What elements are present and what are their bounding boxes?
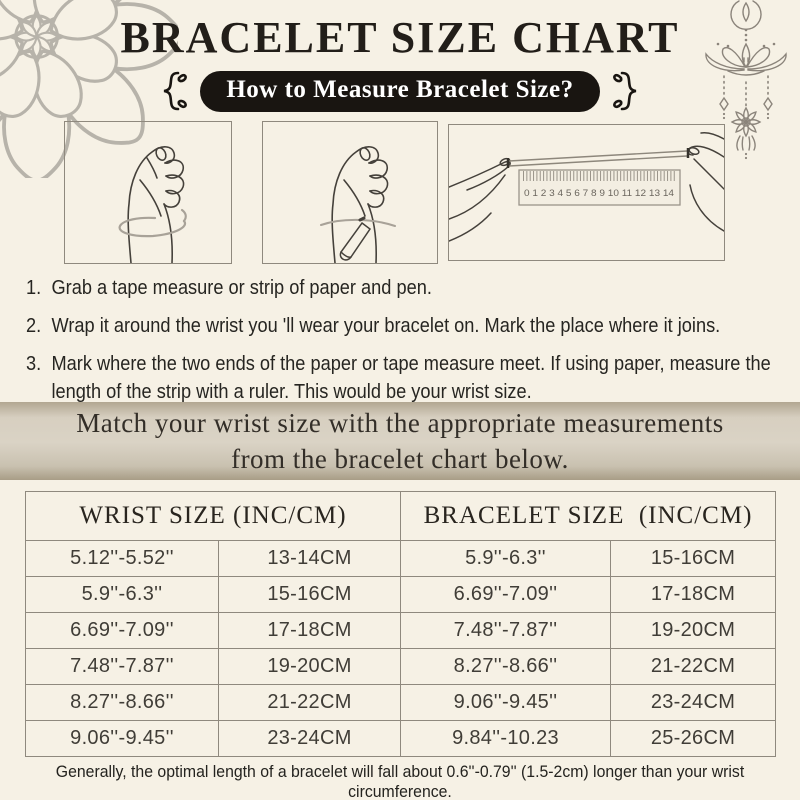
step-text: Grab a tape measure or strip of paper an… <box>51 277 432 299</box>
page-title: BRACELET SIZE CHART <box>120 13 680 62</box>
table-row: 5.12''-5.52'' 13-14CM 5.9''-6.3'' 15-16C… <box>25 540 777 577</box>
lotus-hanging-ornament-icon <box>705 0 787 160</box>
table-cell: 15-16CM <box>218 576 401 613</box>
table-cell: 5.9''-6.3'' <box>25 576 219 613</box>
how-to-measure-badge: How to Measure Bracelet Size? <box>200 70 600 112</box>
step-text: Wrap it around the wrist you 'll wear yo… <box>51 315 721 337</box>
banner-line-1: Match your wrist size with the appropria… <box>76 408 724 438</box>
table-cell: 9.84''-10.23 <box>400 720 611 757</box>
table-row: 8.27''-8.66'' 21-22CM 9.06''-9.45'' 23-2… <box>25 684 777 721</box>
hand-pen-mark-image <box>320 146 396 264</box>
table-cell: 9.06''-9.45'' <box>25 720 219 757</box>
instruction-step-3: 3. Mark where the two ends of the paper … <box>26 350 774 406</box>
bracelet-size-header: BRACELET SIZE (INC/CM) <box>399 491 777 541</box>
step-number: 2. <box>26 315 42 337</box>
table-row: 5.9''-6.3'' 15-16CM 6.69''-7.09'' 17-18C… <box>25 576 777 613</box>
step-number: 1. <box>26 277 42 299</box>
table-cell: 23-24CM <box>609 684 777 721</box>
table-cell: 17-18CM <box>609 576 777 613</box>
table-cell: 21-22CM <box>218 684 401 721</box>
table-cell: 25-26CM <box>609 720 777 757</box>
table-cell: 19-20CM <box>609 612 777 649</box>
table-header-row: WRIST SIZE (INC/CM) BRACELET SIZE (INC/C… <box>25 491 777 541</box>
curly-flourish-right-icon <box>612 71 636 111</box>
illustration-ruler-measure: 0 1 2 3 4 5 6 7 8 9 10 11 12 13 14 <box>448 124 725 261</box>
instruction-step-2: 2. Wrap it around the wrist you 'll wear… <box>26 312 774 340</box>
table-cell: 6.69''-7.09'' <box>25 612 219 649</box>
table-cell: 15-16CM <box>609 540 777 577</box>
hand-tape-measure-image <box>118 146 187 264</box>
table-cell: 9.06''-9.45'' <box>400 684 611 721</box>
match-size-banner: Match your wrist size with the appropria… <box>0 402 800 480</box>
mandala-corner-icon <box>0 0 178 178</box>
illustration-mark-pen <box>262 121 438 264</box>
table-cell: 17-18CM <box>218 612 401 649</box>
banner-line-2: from the bracelet chart below. <box>231 444 569 474</box>
footnote: Generally, the optimal length of a brace… <box>55 762 745 800</box>
curly-flourish-left-icon <box>164 71 188 111</box>
instruction-step-1: 1. Grab a tape measure or strip of paper… <box>26 274 774 302</box>
table-cell: 7.48''-7.87'' <box>25 648 219 685</box>
instructions-list: 1. Grab a tape measure or strip of paper… <box>26 274 774 416</box>
table-cell: 13-14CM <box>218 540 401 577</box>
table-cell: 21-22CM <box>609 648 777 685</box>
ruler-numbers: 0 1 2 3 4 5 6 7 8 9 10 11 12 13 14 <box>524 188 674 199</box>
size-table: WRIST SIZE (INC/CM) BRACELET SIZE (INC/C… <box>25 491 777 757</box>
table-row: 9.06''-9.45'' 23-24CM 9.84''-10.23 25-26… <box>25 720 777 757</box>
table-row: 7.48''-7.87'' 19-20CM 8.27''-8.66'' 21-2… <box>25 648 777 685</box>
table-cell: 23-24CM <box>218 720 401 757</box>
table-cell: 5.12''-5.52'' <box>25 540 219 577</box>
table-cell: 5.9''-6.3'' <box>400 540 611 577</box>
table-cell: 7.48''-7.87'' <box>400 612 611 649</box>
step-number: 3. <box>26 353 42 375</box>
table-cell: 19-20CM <box>218 648 401 685</box>
badge-row: How to Measure Bracelet Size? <box>0 68 800 114</box>
table-cell: 8.27''-8.66'' <box>25 684 219 721</box>
table-cell: 8.27''-8.66'' <box>400 648 611 685</box>
table-row: 6.69''-7.09'' 17-18CM 7.48''-7.87'' 19-2… <box>25 612 777 649</box>
table-cell: 6.69''-7.09'' <box>400 576 611 613</box>
illustration-row: 0 1 2 3 4 5 6 7 8 9 10 11 12 13 14 <box>64 121 725 264</box>
step-text: Mark where the two ends of the paper or … <box>51 353 771 403</box>
ruler-measure-image: 0 1 2 3 4 5 6 7 8 9 10 11 12 13 14 <box>448 132 725 242</box>
wrist-size-header: WRIST SIZE (INC/CM) <box>25 491 401 541</box>
illustration-wrap-tape <box>64 121 232 264</box>
